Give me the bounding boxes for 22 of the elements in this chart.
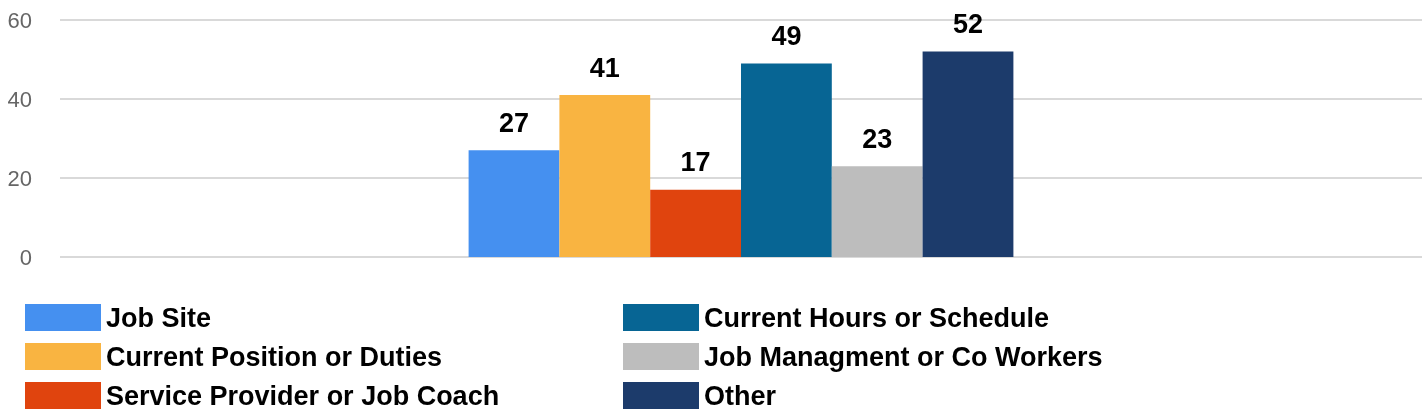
data-label: 49 [771,20,802,51]
y-tick-label: 40 [7,86,32,112]
bar [741,63,832,257]
data-label: 17 [680,147,711,178]
y-tick-label: 20 [7,165,32,191]
data-label: 41 [589,52,620,83]
bar [831,166,923,257]
legend-label: Service Provider or Job Coach [106,380,500,411]
data-label: 27 [498,107,530,138]
legend-label: Other [704,380,777,411]
data-label: 23 [862,123,893,154]
bar [559,95,651,257]
legend-label: Current Position or Duties [106,341,443,372]
data-label: 52 [952,9,984,40]
legend-label: Job Site [106,302,212,333]
bar [650,189,741,257]
bar [922,51,1014,257]
y-tick-label: 60 [7,7,32,33]
legend-label: Job Managment or Co Workers [704,341,1103,372]
bar [468,150,560,257]
legend-label: Current Hours or Schedule [704,302,1050,333]
y-tick-label: 0 [19,244,32,270]
